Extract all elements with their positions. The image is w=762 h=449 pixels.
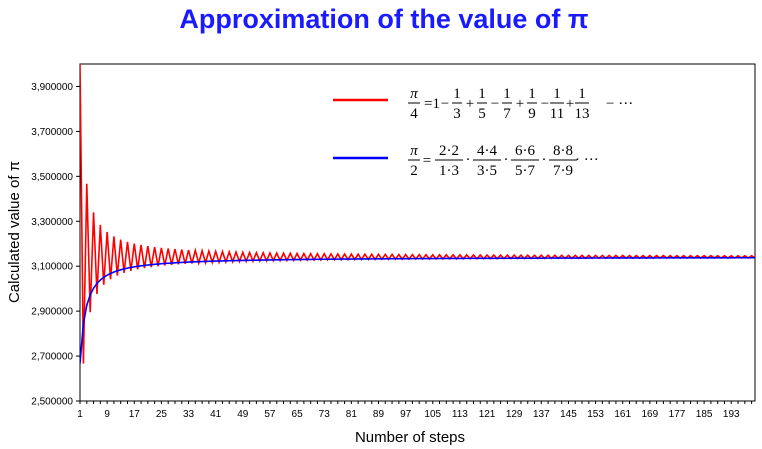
formula-denominator: 3·5 <box>477 163 497 179</box>
x-tick-label: 81 <box>346 409 358 420</box>
y-tick-label: 3,700000 <box>31 127 73 138</box>
legend-formula-wallis: π 2 = 2·2 1·3 · 4·4 3·5 · 6·6 5·7 · 8·8 7·9· ··· <box>408 143 599 179</box>
formula-operator: + <box>466 96 474 112</box>
x-tick-label: 161 <box>614 409 631 420</box>
formula-denominator: 5 <box>478 106 486 122</box>
x-tick-label: 145 <box>560 409 577 420</box>
x-axis-ticks: 1 9 17 25 33 41 49 57 65 73 81 89 97 105 113 121 129 137 1… <box>77 401 753 420</box>
series-line-wallis <box>80 256 755 364</box>
formula-tail: · ··· <box>575 152 599 168</box>
formula-numerator: 8·8 <box>553 143 573 159</box>
x-tick-label: 177 <box>669 409 686 420</box>
formula-operator: − <box>491 96 499 112</box>
x-tick-label: 97 <box>400 409 412 420</box>
formula-denominator: 9 <box>528 106 536 122</box>
x-tick-label: 129 <box>506 409 523 420</box>
legend: π4=1 −13+15−17+19−111+113− ··· π2=2·21·3·… <box>333 86 633 179</box>
formula-operator: + <box>516 96 524 112</box>
y-axis-label: Calculated value of π <box>6 161 23 303</box>
x-tick-label: 65 <box>292 409 304 420</box>
formula-denominator: 7 <box>503 106 511 122</box>
formula-numerator: 1 <box>578 86 586 102</box>
formula-denominator: 2 <box>410 163 418 179</box>
formula-numerator: π <box>410 143 418 159</box>
x-tick-label: 121 <box>479 409 496 420</box>
formula-numerator: 2·2 <box>439 143 459 159</box>
x-tick-label: 185 <box>696 409 713 420</box>
formula-denominator: 5·7 <box>515 163 535 179</box>
y-tick-label: 3,500000 <box>31 172 73 183</box>
x-tick-label: 169 <box>642 409 659 420</box>
x-tick-label: 137 <box>533 409 550 420</box>
y-tick-label: 2,500000 <box>31 397 73 408</box>
x-tick-label: 33 <box>183 409 195 420</box>
formula-tail: − ··· <box>606 96 633 112</box>
x-tick-label: 41 <box>210 409 222 420</box>
formula-operator: · <box>504 152 509 168</box>
x-tick-label: 49 <box>237 409 249 420</box>
y-tick-label: 3,900000 <box>31 82 73 93</box>
x-tick-label: 9 <box>104 409 110 420</box>
x-tick-label: 57 <box>264 409 276 420</box>
x-tick-label: 73 <box>319 409 331 420</box>
formula-denominator: 4 <box>410 106 418 122</box>
formula-numerator: 1 <box>478 86 486 102</box>
formula-operator: · <box>542 152 547 168</box>
x-tick-label: 153 <box>587 409 604 420</box>
formula-numerator: 1 <box>453 86 461 102</box>
x-tick-label: 113 <box>452 409 468 420</box>
formula-denominator: 13 <box>575 106 590 122</box>
formula-equals: = <box>423 153 431 169</box>
formula-numerator: 1 <box>553 86 561 102</box>
formula-numerator: 1 <box>503 86 511 102</box>
formula-equals-one: =1 <box>424 96 440 112</box>
formula-operator: · <box>466 152 471 168</box>
y-axis-ticks: 2,500000 2,700000 2,900000 3,100000 3,300000… <box>31 82 80 408</box>
x-tick-label: 25 <box>156 409 168 420</box>
formula-numerator: 4·4 <box>477 143 497 159</box>
x-tick-label: 1 <box>77 409 83 420</box>
y-tick-label: 3,100000 <box>31 262 73 273</box>
y-tick-label: 2,900000 <box>31 307 73 318</box>
x-tick-label: 105 <box>424 409 441 420</box>
x-axis-label: Number of steps <box>355 429 465 446</box>
y-tick-label: 2,700000 <box>31 352 73 363</box>
legend-formula-leibniz: π4=1 −13+15−17+19−111+113− ··· <box>408 86 633 122</box>
x-tick-label: 89 <box>373 409 385 420</box>
y-tick-label: 3,300000 <box>31 217 73 228</box>
chart-title: Approximation of the value of π <box>179 4 588 34</box>
formula-operator: − <box>441 96 449 112</box>
formula-denominator: 1·3 <box>439 163 459 179</box>
formula-operator: + <box>566 96 574 112</box>
series-layer <box>80 64 755 364</box>
formula-numerator: π <box>410 86 418 102</box>
formula-operator: − <box>541 96 549 112</box>
plot-area <box>79 63 756 402</box>
formula-denominator: 7·9 <box>553 163 573 179</box>
x-tick-label: 17 <box>129 409 141 420</box>
x-tick-label: 193 <box>723 409 740 420</box>
formula-numerator: 6·6 <box>515 143 535 159</box>
formula-denominator: 3 <box>453 106 461 122</box>
formula-numerator: 1 <box>528 86 536 102</box>
formula-denominator: 11 <box>550 106 564 122</box>
